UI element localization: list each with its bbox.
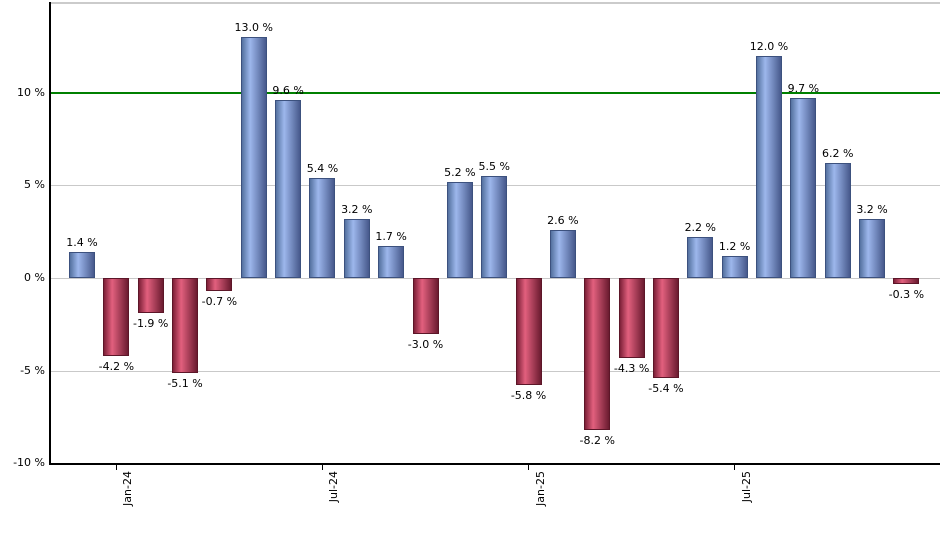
bar	[137, 278, 164, 314]
bar-value-label: -0.3 %	[888, 287, 925, 301]
bar	[206, 278, 233, 291]
bar-value-label: 5.4 %	[306, 161, 339, 175]
bar	[652, 278, 679, 379]
x-axis-tick-label: Jul-25	[739, 471, 753, 503]
bar	[721, 255, 748, 278]
x-axis-tick-mark	[528, 465, 530, 470]
x-axis-tick-label: Jan-25	[533, 471, 547, 506]
bar	[69, 252, 95, 278]
bar	[687, 237, 714, 278]
bar-value-label: -5.1 %	[167, 376, 203, 390]
bar-value-label: -8.2 %	[579, 433, 615, 447]
bar-value-label: 5.5 %	[478, 160, 510, 174]
y-axis-tick-label: -5 %	[20, 363, 45, 377]
bar-value-label: 1.7 %	[375, 230, 407, 244]
bar	[481, 176, 508, 278]
bar-value-label: 1.2 %	[718, 239, 751, 253]
bar-value-label: 2.2 %	[684, 221, 717, 235]
bar	[275, 100, 302, 278]
bar	[756, 55, 782, 278]
bar	[309, 177, 336, 278]
bar	[172, 278, 199, 373]
bar	[343, 218, 370, 278]
x-axis-line	[49, 463, 940, 465]
bar	[859, 218, 886, 278]
x-axis-tick-label: Jul-24	[327, 471, 341, 503]
bar	[893, 278, 920, 284]
bar	[618, 278, 645, 358]
y-axis-tick-label: 10 %	[17, 85, 45, 99]
bar-value-label: -4.3 %	[613, 361, 650, 375]
bar	[824, 163, 851, 278]
y-axis-tick-label: 0 %	[24, 271, 45, 284]
bar-value-label: 2.6 %	[547, 213, 579, 227]
bar-value-label: -1.9 %	[132, 317, 169, 331]
y-axis-tick-label: 5 %	[24, 178, 45, 192]
bar-value-label: -0.7 %	[201, 294, 238, 308]
bar-value-label: 1.4 %	[66, 236, 98, 250]
bar-value-label: -5.8 %	[510, 389, 547, 403]
bar	[103, 278, 130, 356]
gridline	[50, 278, 940, 279]
bar-value-label: 9.7 %	[787, 82, 820, 96]
x-axis-tick-label: Jan-24	[121, 471, 135, 506]
bar-value-label: 9.6 %	[272, 84, 304, 98]
y-axis-line	[49, 2, 51, 465]
x-axis-tick-mark	[321, 465, 323, 470]
bar	[240, 37, 267, 278]
bar	[515, 278, 542, 386]
bar-value-label: 13.0 %	[234, 21, 273, 35]
reference-line	[50, 92, 940, 94]
bar-value-label: -3.0 %	[407, 337, 444, 351]
bar	[412, 278, 439, 334]
bar-value-label: 6.2 %	[821, 147, 854, 161]
bar	[790, 98, 817, 278]
bar-value-label: 3.2 %	[341, 202, 373, 216]
bar-value-label: 12.0 %	[749, 39, 789, 53]
y-axis-tick-label: -10 %	[13, 456, 45, 470]
bar	[378, 246, 405, 278]
bar-value-label: -4.2 %	[98, 359, 135, 373]
bar-value-label: 3.2 %	[856, 202, 888, 216]
plot-top-border	[49, 2, 940, 4]
x-axis-tick-mark	[734, 465, 736, 470]
bar	[584, 278, 611, 430]
bar	[549, 229, 576, 278]
bar-value-label: -5.4 %	[648, 382, 684, 396]
bar	[446, 181, 473, 278]
x-axis-tick-mark	[115, 465, 117, 470]
gridline	[50, 370, 940, 372]
bar-value-label: 5.2 %	[444, 165, 476, 179]
